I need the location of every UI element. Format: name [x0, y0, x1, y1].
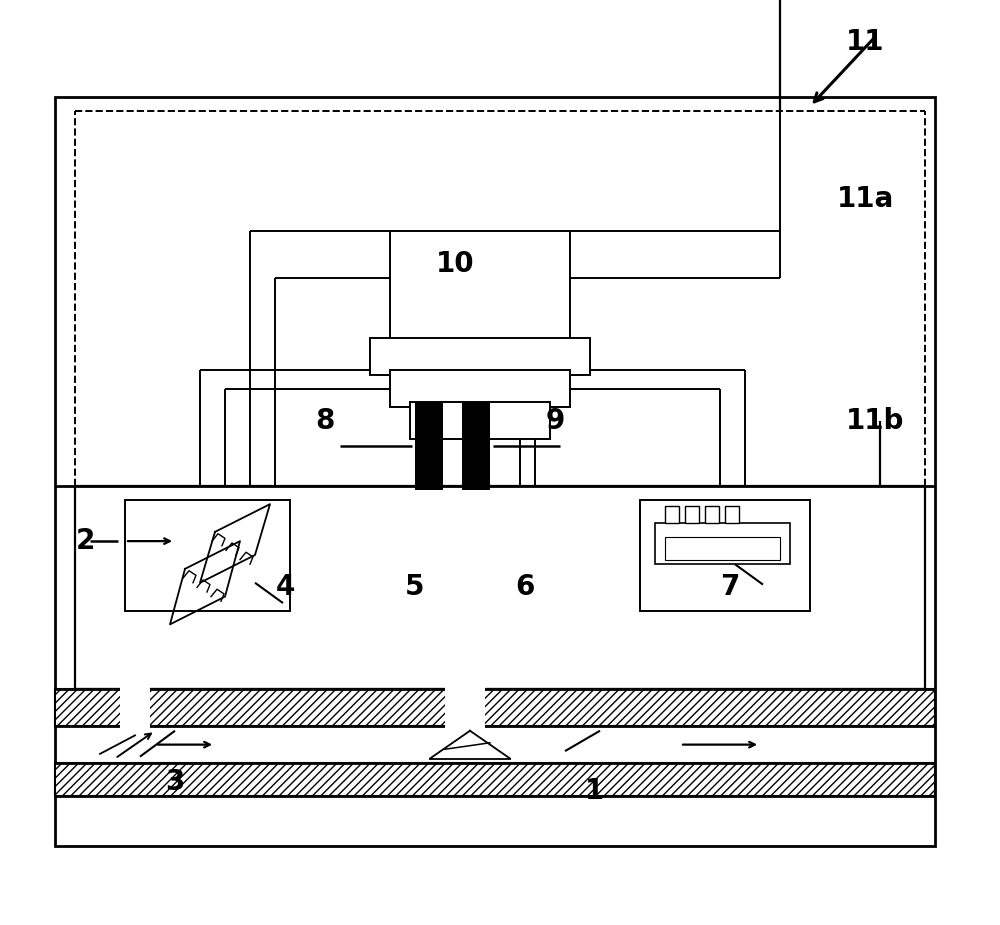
- Bar: [640, 500, 810, 610]
- Bar: [125, 500, 290, 610]
- Bar: [75, 486, 925, 689]
- Text: 5: 5: [405, 574, 425, 601]
- Text: 8: 8: [315, 407, 335, 435]
- Text: 6: 6: [515, 574, 535, 601]
- Bar: [685, 506, 699, 523]
- Bar: [390, 370, 570, 407]
- Bar: [415, 402, 443, 490]
- Bar: [55, 97, 935, 846]
- Bar: [57, 797, 933, 845]
- Bar: [445, 684, 485, 731]
- Text: 3: 3: [165, 768, 185, 796]
- Text: 7: 7: [720, 574, 740, 601]
- Text: 9: 9: [545, 407, 565, 435]
- Text: 2: 2: [75, 527, 95, 555]
- Bar: [665, 506, 679, 523]
- Bar: [655, 523, 790, 564]
- Text: 1: 1: [585, 777, 605, 805]
- Text: 11b: 11b: [846, 407, 904, 435]
- Bar: [410, 402, 550, 439]
- Text: 4: 4: [275, 574, 295, 601]
- Bar: [665, 536, 780, 560]
- Bar: [390, 231, 570, 342]
- Bar: [370, 338, 590, 375]
- Text: 10: 10: [436, 250, 474, 278]
- Text: 11: 11: [846, 28, 884, 56]
- Bar: [55, 763, 935, 796]
- Bar: [705, 506, 719, 523]
- Text: 11a: 11a: [836, 185, 894, 213]
- Bar: [55, 689, 935, 726]
- Bar: [120, 684, 150, 731]
- Bar: [725, 506, 739, 523]
- Bar: [462, 402, 490, 490]
